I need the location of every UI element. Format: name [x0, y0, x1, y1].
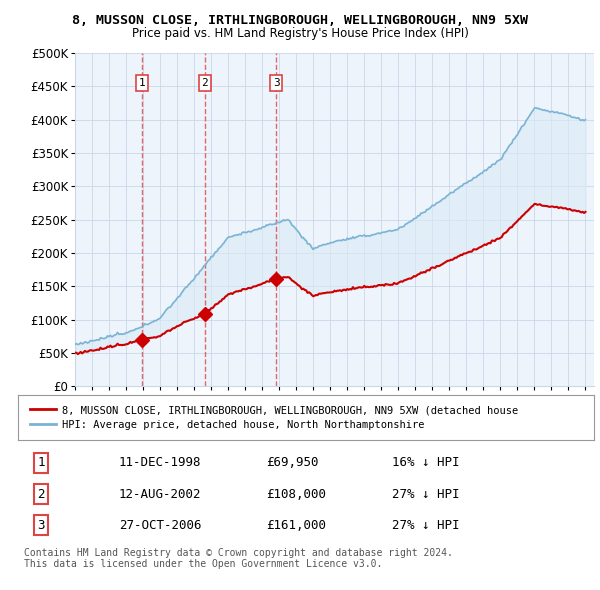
Text: 2: 2 — [201, 78, 208, 88]
Text: 27-OCT-2006: 27-OCT-2006 — [119, 519, 202, 532]
Text: 1: 1 — [139, 78, 146, 88]
Text: 16% ↓ HPI: 16% ↓ HPI — [392, 457, 460, 470]
Text: 3: 3 — [273, 78, 280, 88]
Text: 12-AUG-2002: 12-AUG-2002 — [119, 487, 202, 501]
Text: Price paid vs. HM Land Registry's House Price Index (HPI): Price paid vs. HM Land Registry's House … — [131, 27, 469, 40]
Text: 27% ↓ HPI: 27% ↓ HPI — [392, 519, 460, 532]
Text: £161,000: £161,000 — [266, 519, 326, 532]
Text: 2: 2 — [37, 487, 45, 501]
Text: 1: 1 — [37, 457, 45, 470]
Text: £69,950: £69,950 — [266, 457, 318, 470]
Legend: 8, MUSSON CLOSE, IRTHLINGBOROUGH, WELLINGBOROUGH, NN9 5XW (detached house, HPI: : 8, MUSSON CLOSE, IRTHLINGBOROUGH, WELLIN… — [26, 401, 522, 434]
Text: £108,000: £108,000 — [266, 487, 326, 501]
Text: 11-DEC-1998: 11-DEC-1998 — [119, 457, 202, 470]
Text: 27% ↓ HPI: 27% ↓ HPI — [392, 487, 460, 501]
Text: 3: 3 — [37, 519, 45, 532]
Text: Contains HM Land Registry data © Crown copyright and database right 2024.
This d: Contains HM Land Registry data © Crown c… — [24, 548, 453, 569]
Text: 8, MUSSON CLOSE, IRTHLINGBOROUGH, WELLINGBOROUGH, NN9 5XW: 8, MUSSON CLOSE, IRTHLINGBOROUGH, WELLIN… — [72, 14, 528, 27]
